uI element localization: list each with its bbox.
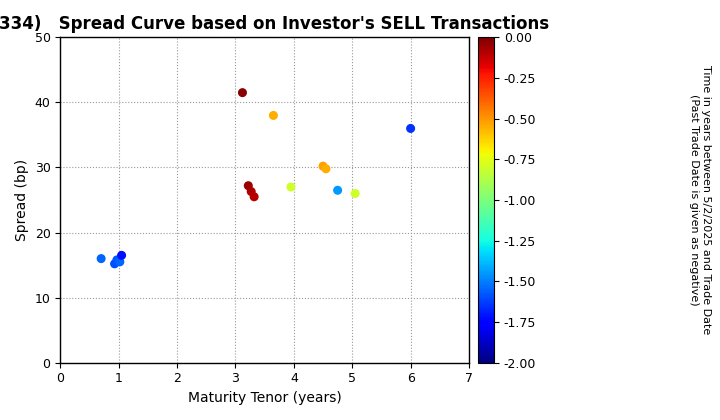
Point [237,89,248,96]
Point [332,187,343,194]
Point [116,252,127,259]
Y-axis label: Time in years between 5/2/2025 and Trade Date
(Past Trade Date is given as negat: Time in years between 5/2/2025 and Trade… [689,66,711,335]
Point [111,257,122,263]
Point [268,112,279,119]
Point [109,260,120,267]
Title: (5334)   Spread Curve based on Investor's SELL Transactions: (5334) Spread Curve based on Investor's … [0,15,549,33]
Point [405,125,416,132]
Y-axis label: Spread (bp): Spread (bp) [15,159,29,241]
Point [318,163,329,170]
Point [95,255,107,262]
Point [246,188,257,195]
Point [349,190,361,197]
Point [320,165,332,172]
X-axis label: Maturity Tenor (years): Maturity Tenor (years) [188,391,341,405]
Point [114,258,125,265]
Point [243,182,254,189]
Point [285,184,297,190]
Point [248,194,260,200]
